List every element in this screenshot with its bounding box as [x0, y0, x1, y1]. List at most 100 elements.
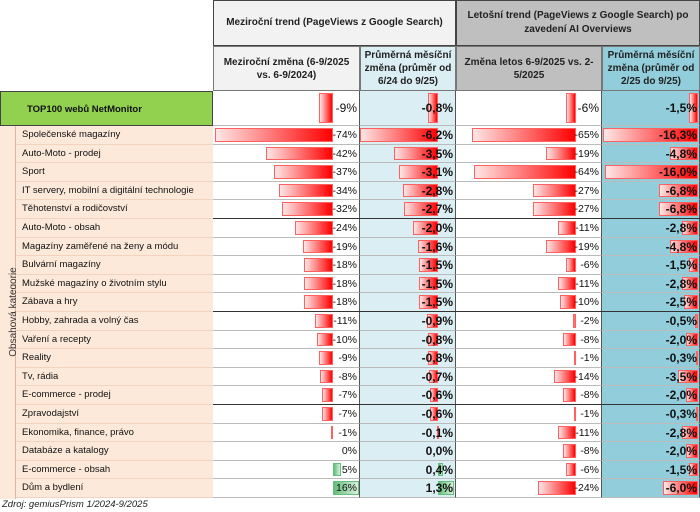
value-d: -0,3%: [665, 407, 697, 421]
negative-bar: [278, 183, 333, 198]
cell-a: -9%: [213, 91, 360, 126]
row-label: TOP100 webů NetMonitor: [0, 91, 213, 126]
negative-bar: [681, 425, 698, 440]
cell-d: -1,5%: [602, 256, 700, 275]
value-b: -0,8%: [421, 332, 453, 347]
cell-c: -14%: [456, 367, 602, 387]
negative-bar: [318, 351, 333, 365]
value-d: -2,0%: [665, 388, 697, 403]
negative-bar: [214, 128, 333, 142]
cell-d: -6,0%: [602, 479, 700, 498]
value-d: -16,0%: [658, 165, 697, 180]
value-b: -1,5%: [421, 295, 453, 310]
cell-b: -0,9%: [360, 312, 456, 331]
negative-bar: [605, 165, 698, 179]
row-label: Vaření a recepty: [16, 330, 213, 350]
cell-d: -2,8%: [602, 423, 700, 443]
cell-c: -11%: [456, 219, 602, 238]
positive-bar: [333, 462, 341, 477]
table-row: Databáze a katalogy 0% 0,0% -8% -2,0%: [0, 442, 700, 461]
value-a: -37%: [332, 166, 357, 179]
cell-b: -0,6%: [360, 405, 456, 424]
value-c: -1%: [580, 352, 599, 365]
negative-bar: [681, 276, 698, 291]
negative-bar: [302, 239, 333, 254]
side-label-strip: [0, 126, 16, 499]
value-b: -3,5%: [421, 146, 453, 161]
row-label: Reality: [16, 349, 213, 368]
value-d: -1,5%: [665, 101, 697, 115]
value-a: -19%: [332, 240, 357, 253]
cell-a: -7%: [213, 405, 360, 424]
cell-a: -19%: [213, 237, 360, 257]
cell-b: -0,1%: [360, 423, 456, 443]
value-c: -1%: [580, 408, 599, 420]
table-row: Reality -9% -0,8% -1% -0,3%: [0, 349, 700, 368]
negative-bar: [419, 276, 438, 291]
cell-d: -6,8%: [602, 181, 700, 201]
group-divider: [213, 311, 700, 312]
negative-bar: [696, 407, 699, 421]
value-d: -4,8%: [665, 239, 697, 254]
negative-bar: [686, 332, 698, 347]
value-d: -2,5%: [665, 295, 697, 310]
value-c: -8%: [580, 333, 599, 346]
table-row: Auto-Moto - obsah -24% -2,0% -11% -2,8%: [0, 219, 700, 238]
value-c: -14%: [574, 370, 599, 383]
negative-bar: [566, 93, 576, 123]
cell-a: -74%: [213, 126, 360, 145]
negative-bar: [532, 202, 576, 216]
value-b: 1,3%: [425, 481, 453, 496]
cell-c: -8%: [456, 386, 602, 405]
negative-bar: [537, 481, 576, 495]
cell-c: -19%: [456, 237, 602, 257]
value-d: -2,8%: [665, 425, 697, 440]
value-c: -24%: [574, 482, 599, 495]
row-label: IT servery, mobilní a digitální technolo…: [16, 181, 213, 201]
negative-bar: [281, 202, 333, 216]
negative-bar: [417, 239, 438, 254]
row-label: Databáze a katalogy: [16, 442, 213, 461]
cell-a: -1%: [213, 423, 360, 443]
cell-c: -19%: [456, 144, 602, 164]
row-label: Tv, rádia: [16, 367, 213, 387]
value-c: -11%: [575, 426, 599, 439]
value-a: -34%: [332, 184, 357, 197]
table-row: Vaření a recepty -10% -0,8% -8% -2,0%: [0, 330, 700, 350]
cell-b: -2,0%: [360, 219, 456, 238]
value-a: -74%: [332, 129, 357, 141]
value-c: -6%: [580, 259, 599, 272]
cell-d: -4,8%: [602, 237, 700, 257]
negative-bar: [563, 388, 576, 402]
value-d: -6,8%: [665, 183, 697, 198]
cell-c: -27%: [456, 181, 602, 201]
header-col-a: Meziroční změna (6-9/2025 vs. 6-9/2024): [213, 46, 360, 91]
negative-bar: [560, 295, 576, 309]
negative-bar: [558, 425, 576, 440]
cell-a: -24%: [213, 219, 360, 238]
value-a: -32%: [332, 203, 357, 216]
cell-c: -65%: [456, 126, 602, 145]
cell-a: -8%: [213, 367, 360, 387]
negative-bar: [317, 332, 333, 347]
value-b: -1,5%: [421, 276, 453, 291]
negative-bar: [566, 258, 576, 272]
negative-bar: [574, 351, 577, 365]
negative-bar: [686, 388, 698, 402]
value-d: -6,8%: [665, 202, 697, 217]
value-c: -10%: [574, 296, 599, 309]
table-row: IT servery, mobilní a digitální technolo…: [0, 181, 700, 201]
value-c: -19%: [574, 147, 599, 160]
table-row: Magazíny zaměřené na ženy a módu -19% -1,6…: [0, 237, 700, 257]
value-a: -8%: [338, 370, 357, 383]
negative-bar: [689, 93, 698, 123]
negative-bar: [677, 369, 698, 384]
negative-bar: [320, 369, 333, 384]
negative-bar: [553, 369, 576, 384]
negative-bar: [403, 202, 438, 216]
group-divider: [213, 404, 700, 405]
negative-bar: [430, 388, 438, 402]
header-col-d: Průměrná měsíční změna (průměr od 2/25 d…: [602, 46, 700, 91]
negative-bar: [265, 146, 333, 161]
table-row: Dům a bydlení 16% 1,3% -24% -6,0%: [0, 479, 700, 498]
